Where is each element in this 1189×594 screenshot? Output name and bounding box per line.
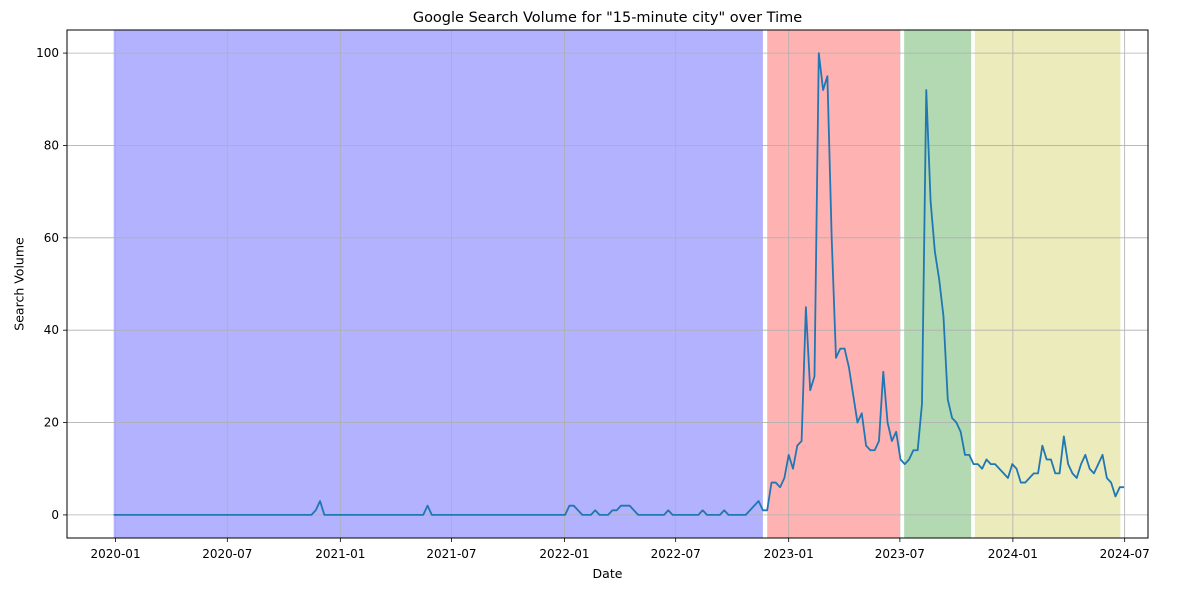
y-tick-label: 80 [44, 138, 59, 152]
x-tick-label: 2022-07 [651, 547, 701, 561]
y-axis-ticks: 0 20 40 60 80 100 [36, 46, 67, 522]
y-tick-label: 60 [44, 231, 59, 245]
shaded-region-4 [974, 30, 1121, 538]
x-axis-ticks: 2020-01 2020-07 2021-01 2021-07 2022-01 2022-… [90, 538, 1150, 561]
y-tick-label: 40 [44, 323, 59, 337]
x-tick-label: 2023-07 [875, 547, 925, 561]
x-tick-label: 2022-01 [539, 547, 589, 561]
shaded-regions [113, 30, 1121, 538]
shaded-region-3 [904, 30, 972, 538]
x-tick-label: 2020-01 [90, 547, 140, 561]
shaded-region-1 [113, 30, 763, 538]
y-tick-label: 20 [44, 416, 59, 430]
y-axis-label: Search Volume [12, 237, 27, 331]
y-tick-label: 0 [51, 508, 59, 522]
x-tick-label: 2020-07 [202, 547, 252, 561]
series-line [113, 52, 1125, 516]
chart-title: Google Search Volume for "15-minute city… [413, 10, 802, 26]
x-tick-label: 2021-07 [426, 547, 476, 561]
y-tick-label: 100 [36, 46, 59, 60]
plot-frame [66, 29, 1149, 539]
x-axis-label: Date [593, 566, 623, 581]
x-tick-label: 2024-01 [988, 547, 1038, 561]
x-tick-label: 2021-01 [315, 547, 365, 561]
series-layer [113, 52, 1125, 516]
x-tick-label: 2023-01 [764, 547, 814, 561]
x-tick-label: 2024-07 [1100, 547, 1150, 561]
